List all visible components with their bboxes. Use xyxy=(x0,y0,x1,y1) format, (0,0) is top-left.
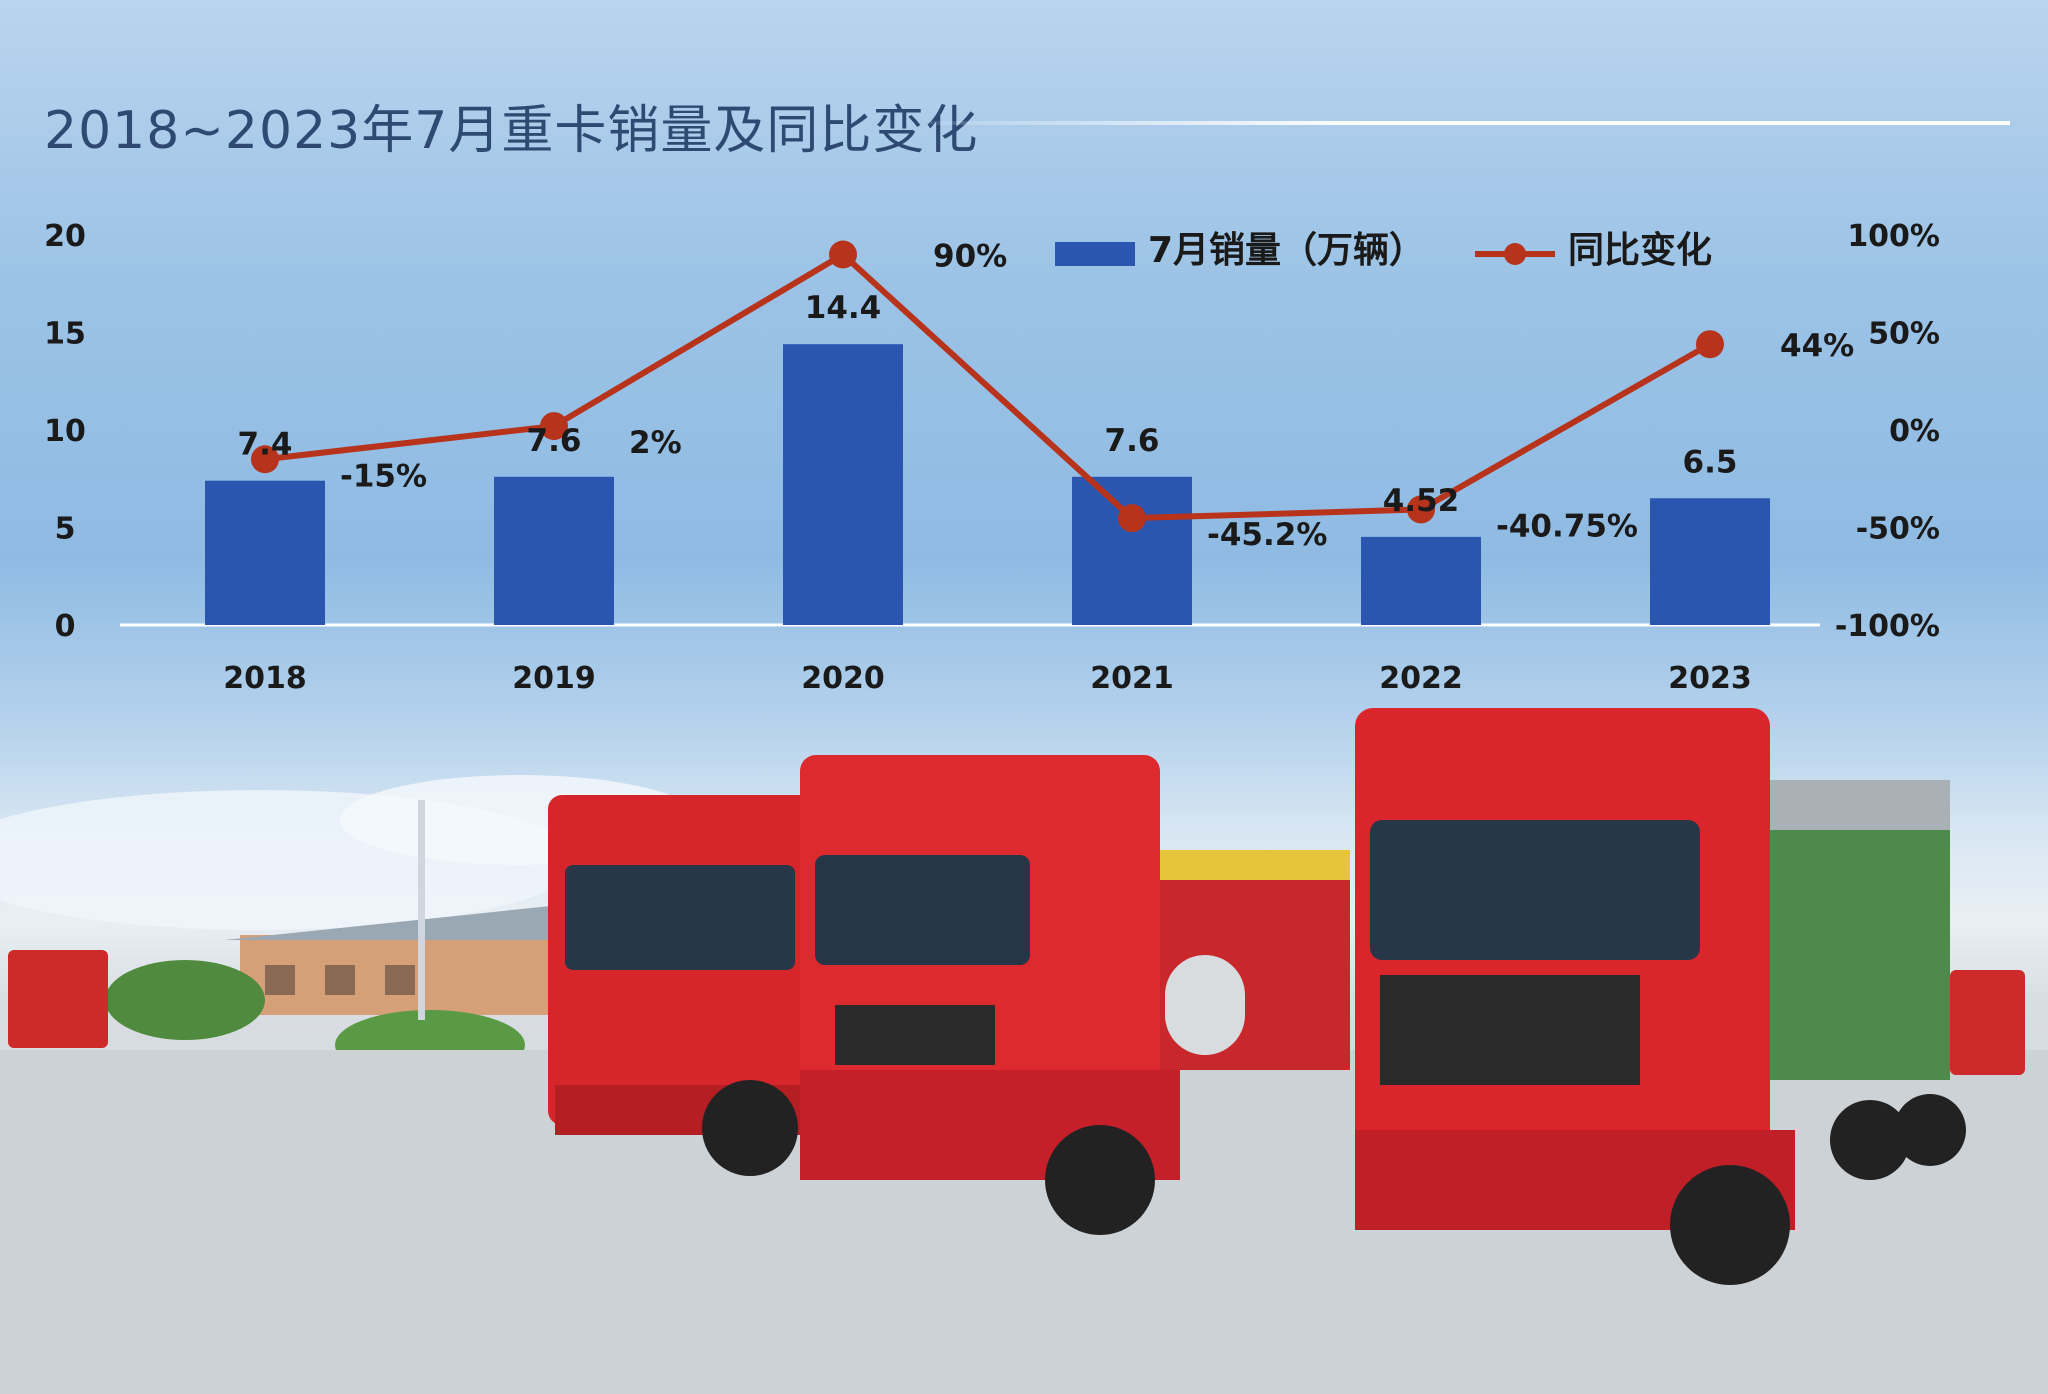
legend-swatch-bar xyxy=(1055,242,1135,266)
bar xyxy=(783,344,903,625)
x-tick-label: 2021 xyxy=(1090,661,1174,696)
bar xyxy=(1361,536,1481,625)
legend-label-bar: 7月销量（万辆） xyxy=(1148,230,1425,271)
line-data-label: -15% xyxy=(340,458,427,494)
line-data-label: -40.75% xyxy=(1496,508,1638,544)
x-tick-label: 2019 xyxy=(512,661,596,696)
x-tick-label: 2023 xyxy=(1668,661,1752,696)
x-tick-label: 2018 xyxy=(223,661,307,696)
bar-data-label: 7.6 xyxy=(527,423,582,459)
line-data-label: 44% xyxy=(1780,328,1854,364)
y-right-tick-label: -50% xyxy=(1856,512,1940,547)
bar-data-label: 14.4 xyxy=(805,290,882,326)
bar-data-label: 4.52 xyxy=(1383,483,1460,519)
line-data-label: -45.2% xyxy=(1207,517,1327,553)
y-left-tick-label: 20 xyxy=(44,219,86,254)
y-right-tick-label: -100% xyxy=(1835,609,1940,644)
legend-label-line: 同比变化 xyxy=(1568,229,1712,271)
bar-data-label: 6.5 xyxy=(1683,444,1738,480)
legend-swatch-point xyxy=(1504,243,1526,265)
bar xyxy=(205,480,325,625)
x-tick-label: 2020 xyxy=(801,661,885,696)
line-data-label: 2% xyxy=(629,425,682,461)
line-point xyxy=(1696,330,1724,359)
line-point xyxy=(540,412,568,441)
title-divider xyxy=(930,121,2010,125)
bar xyxy=(1650,498,1770,625)
line-point xyxy=(1118,504,1146,533)
y-right-tick-label: 50% xyxy=(1868,317,1940,352)
bar xyxy=(1072,476,1192,625)
x-tick-label: 2022 xyxy=(1379,661,1463,696)
line-point xyxy=(251,445,279,474)
y-left-tick-label: 15 xyxy=(44,317,86,352)
line-data-label: 90% xyxy=(933,239,1007,275)
line-point xyxy=(829,240,857,269)
bar-data-label: 7.6 xyxy=(1105,423,1160,459)
y-right-tick-label: 0% xyxy=(1889,414,1940,449)
line-point xyxy=(1407,495,1435,524)
bar xyxy=(494,476,614,625)
chart-title: 2018~2023年7月重卡销量及同比变化 xyxy=(44,101,979,161)
y-left-tick-label: 5 xyxy=(55,512,76,547)
y-right-tick-label: 100% xyxy=(1847,219,1940,254)
bar-data-label: 7.4 xyxy=(238,427,293,463)
y-left-tick-label: 10 xyxy=(44,414,86,449)
y-left-tick-label: 0 xyxy=(55,609,76,644)
line-series xyxy=(264,251,1712,522)
